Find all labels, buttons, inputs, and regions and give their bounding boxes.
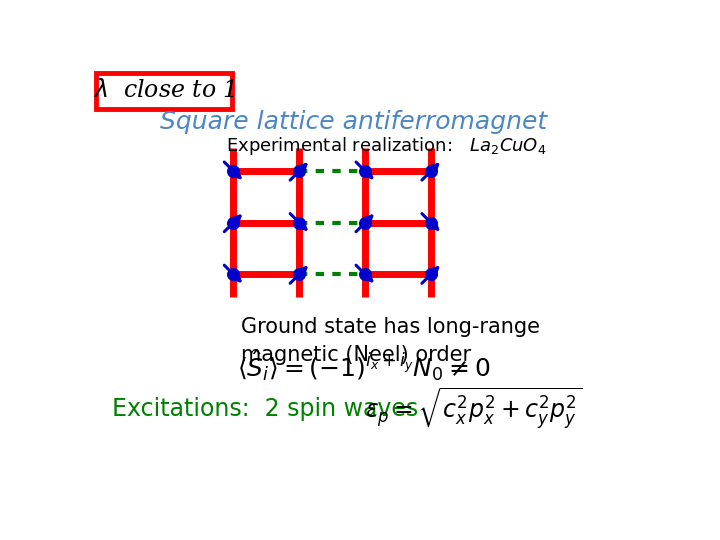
Text: Experimental realization:   $\mathit{La}_2\mathit{CuO}_4$: Experimental realization: $\mathit{La}_2…: [225, 134, 546, 157]
Point: [359, 218, 371, 227]
Point: [359, 167, 371, 176]
Point: [294, 218, 305, 227]
Text: Square lattice antiferromagnet: Square lattice antiferromagnet: [160, 110, 547, 134]
Point: [426, 218, 437, 227]
Point: [294, 270, 305, 279]
Point: [228, 270, 239, 279]
Point: [359, 270, 371, 279]
Point: [426, 270, 437, 279]
Point: [228, 218, 239, 227]
Text: Ground state has long-range
magnetic (Neel) order: Ground state has long-range magnetic (Ne…: [241, 318, 540, 366]
Point: [294, 167, 305, 176]
Point: [228, 167, 239, 176]
Text: $\langle \hat{S}_i \rangle = (-1)^{i_x+i_y} N_0 \neq 0$: $\langle \hat{S}_i \rangle = (-1)^{i_x+i…: [238, 348, 490, 382]
Text: $\varepsilon_p = \sqrt{c_x^2 p_x^2 + c_y^2 p_y^2}$: $\varepsilon_p = \sqrt{c_x^2 p_x^2 + c_y…: [365, 386, 582, 432]
Bar: [96, 72, 232, 110]
Text: Excitations:  2 spin waves: Excitations: 2 spin waves: [112, 397, 418, 421]
Point: [426, 167, 437, 176]
Text: $\lambda$  close to 1: $\lambda$ close to 1: [93, 79, 235, 103]
